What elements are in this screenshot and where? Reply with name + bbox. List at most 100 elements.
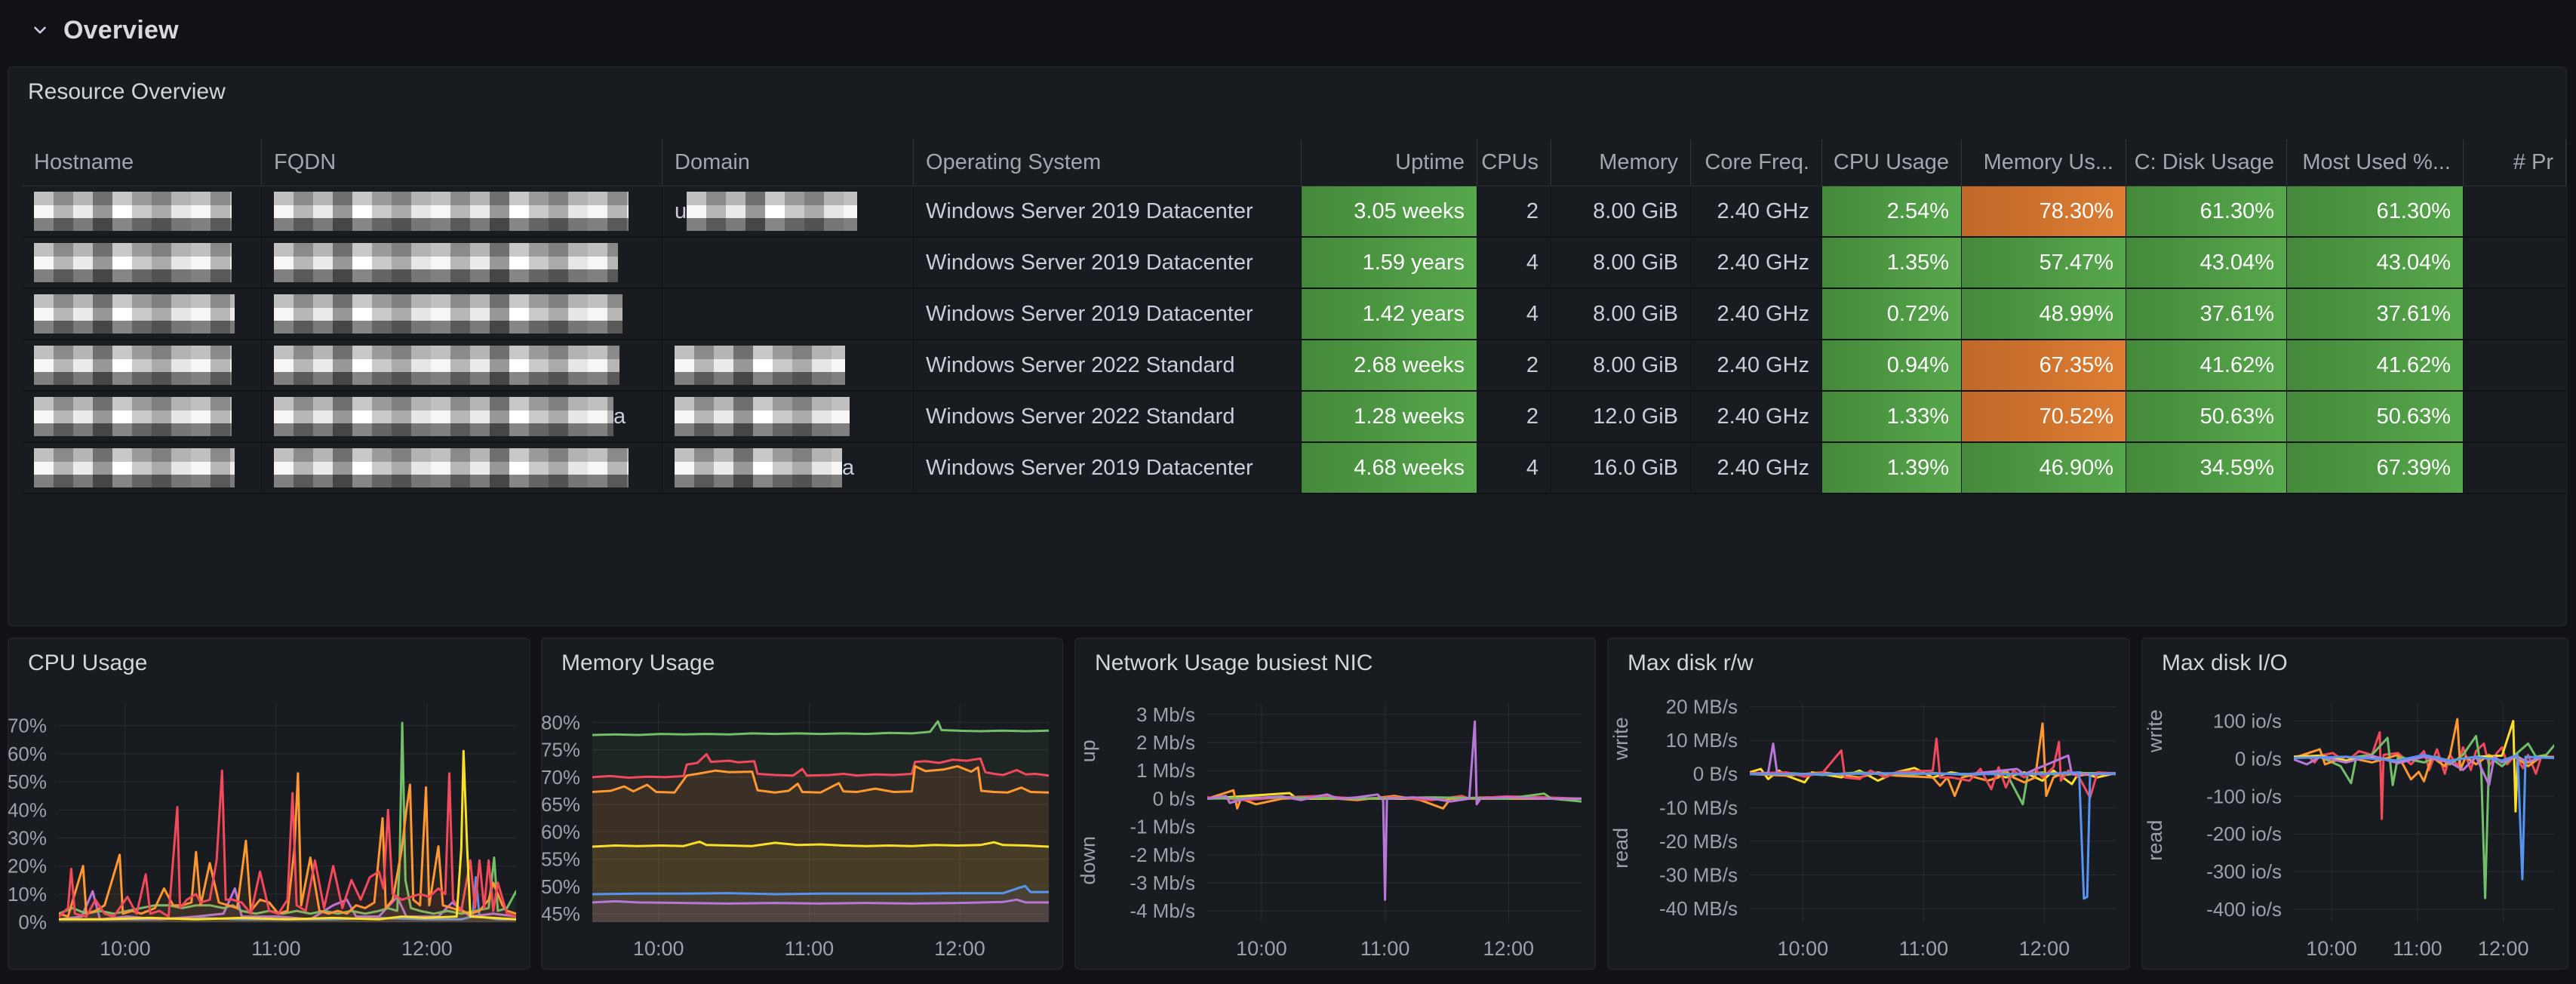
most-used-cell: 50.63% (2287, 392, 2464, 443)
panel-title[interactable]: Memory Usage (561, 650, 715, 675)
svg-text:-200 io/s: -200 io/s (2206, 823, 2282, 845)
col-header-fqdn[interactable]: FQDN (262, 140, 662, 186)
max-disk-io-chart[interactable]: 100 io/s 0 io/s -100 io/s -200 io/s -300 io/… (2142, 682, 2568, 966)
cpus-cell: 4 (1477, 289, 1551, 340)
cpu-usage-cell: 0.94% (1822, 340, 1962, 392)
table-header-row: Hostname FQDN Domain Operating System Up… (22, 140, 2566, 186)
svg-text:2 Mb/s: 2 Mb/s (1136, 731, 1195, 754)
col-header-uptime[interactable]: Uptime (1302, 140, 1477, 186)
os-cell: Windows Server 2019 Datacenter (914, 443, 1302, 494)
c-disk-usage-cell: 37.61% (2126, 289, 2287, 340)
os-cell: Windows Server 2019 Datacenter (914, 186, 1302, 238)
max-disk-rw-chart[interactable]: 20 MB/s 10 MB/s 0 B/s -10 MB/s -20 MB/s -30 M… (1608, 682, 2129, 966)
c-disk-usage-cell: 34.59% (2126, 443, 2287, 494)
uptime-cell: 3.05 weeks (1302, 186, 1477, 238)
memory-cell: 8.00 GiB (1551, 186, 1691, 238)
svg-text:10:00: 10:00 (1236, 937, 1287, 960)
svg-text:-100 io/s: -100 io/s (2206, 785, 2282, 807)
c-disk-usage-cell: 50.63% (2126, 392, 2287, 443)
core-freq-cell: 2.40 GHz (1691, 392, 1822, 443)
svg-text:11:00: 11:00 (251, 937, 301, 960)
panel-title[interactable]: Max disk r/w (1628, 650, 1754, 675)
svg-text:50%: 50% (542, 875, 580, 898)
fqdn-cell (262, 289, 662, 340)
panel-title[interactable]: CPU Usage (28, 650, 148, 675)
col-header-hostname[interactable]: Hostname (22, 140, 262, 186)
memory-cell: 12.0 GiB (1551, 392, 1691, 443)
col-header-memory[interactable]: Memory (1551, 140, 1691, 186)
svg-text:20 MB/s: 20 MB/s (1666, 695, 1738, 718)
cpu-usage-chart[interactable]: 70% 60% 50% 40% 30% 20% 10% 0% 10:00 11:00 12:00 (8, 682, 530, 966)
redacted-hostname (34, 243, 232, 282)
panel-title[interactable]: Resource Overview (28, 79, 226, 104)
table-row: u Windows Server 2019 Datacenter 3.05 week… (22, 186, 2566, 238)
svg-text:-4 Mb/s: -4 Mb/s (1130, 899, 1195, 922)
svg-text:10:00: 10:00 (633, 937, 684, 960)
core-freq-cell: 2.40 GHz (1691, 186, 1822, 238)
memory-usage-cell: 48.99% (1962, 289, 2126, 340)
svg-text:10:00: 10:00 (1778, 937, 1829, 960)
most-used-cell: 37.61% (2287, 289, 2464, 340)
cpu-usage-cell: 1.35% (1822, 238, 1962, 289)
col-header-processes[interactable]: # Pr (2464, 140, 2566, 186)
col-header-domain[interactable]: Domain (662, 140, 914, 186)
svg-text:20%: 20% (8, 855, 47, 878)
col-header-cpu-usage[interactable]: CPU Usage (1822, 140, 1962, 186)
table-row: a Windows Server 2019 Datacenter 4.68 week… (22, 443, 2566, 494)
table-body: u Windows Server 2019 Datacenter 3.05 week… (22, 186, 2566, 494)
memory-usage-chart[interactable]: 80% 75% 70% 65% 60% 55% 50% 45% 10:00 11:00 12:00 (542, 682, 1062, 966)
svg-text:12:00: 12:00 (934, 937, 985, 960)
redacted-hostname (34, 294, 235, 334)
col-header-most-used[interactable]: Most Used %... (2287, 140, 2464, 186)
fqdn-cell (262, 238, 662, 289)
cpus-cell: 2 (1477, 392, 1551, 443)
fqdn-cell: a (262, 392, 662, 443)
processes-cell (2464, 238, 2566, 289)
svg-text:80%: 80% (542, 711, 580, 733)
network-usage-panel: Network Usage busiest NIC 3 Mb/s 2 Mb/s 1 … (1074, 638, 1596, 970)
network-usage-chart[interactable]: 3 Mb/s 2 Mb/s 1 Mb/s 0 b/s -1 Mb/s -2 Mb/s -3 … (1075, 682, 1595, 966)
svg-text:11:00: 11:00 (1899, 937, 1949, 960)
table-row: Windows Server 2019 Datacenter 1.42 years… (22, 289, 2566, 340)
col-header-memory-usage[interactable]: Memory Us... (1962, 140, 2126, 186)
panel-title[interactable]: Network Usage busiest NIC (1095, 650, 1373, 675)
svg-text:0 B/s: 0 B/s (1693, 763, 1738, 786)
memory-usage-panel: Memory Usage 80% 75% 70% 65% 60% 55% 50% 45% 10:… (541, 638, 1063, 970)
chevron-down-icon[interactable] (29, 19, 51, 42)
core-freq-cell: 2.40 GHz (1691, 238, 1822, 289)
cpu-usage-cell: 1.39% (1822, 443, 1962, 494)
svg-text:10 MB/s: 10 MB/s (1666, 729, 1738, 752)
memory-cell: 8.00 GiB (1551, 289, 1691, 340)
redacted-domain (687, 192, 858, 231)
svg-text:55%: 55% (542, 848, 580, 871)
svg-text:70%: 70% (8, 715, 47, 737)
svg-text:-30 MB/s: -30 MB/s (1659, 864, 1738, 887)
panel-title[interactable]: Max disk I/O (2162, 650, 2288, 675)
memory-usage-cell: 46.90% (1962, 443, 2126, 494)
c-disk-usage-cell: 43.04% (2126, 238, 2287, 289)
col-header-cpus[interactable]: CPUs (1477, 140, 1551, 186)
col-header-core-freq[interactable]: Core Freq. (1691, 140, 1822, 186)
uptime-cell: 2.68 weeks (1302, 340, 1477, 392)
svg-text:0 b/s: 0 b/s (1153, 787, 1195, 810)
redacted-fqdn (274, 346, 619, 385)
svg-text:100 io/s: 100 io/s (2213, 709, 2282, 732)
section-header-overview[interactable]: Overview (0, 0, 2576, 60)
redacted-fqdn (274, 294, 622, 334)
svg-text:-400 io/s: -400 io/s (2206, 898, 2282, 921)
col-header-c-disk-usage[interactable]: C: Disk Usage (2126, 140, 2287, 186)
svg-text:3 Mb/s: 3 Mb/s (1136, 703, 1195, 726)
svg-text:75%: 75% (542, 739, 580, 761)
cpu-usage-cell: 0.72% (1822, 289, 1962, 340)
svg-text:write: write (1609, 717, 1632, 761)
fqdn-cell (262, 340, 662, 392)
svg-text:1 Mb/s: 1 Mb/s (1136, 759, 1195, 782)
cpu-usage-panel: CPU Usage 70% 60% 50% 40% 30% 20% 10% 0% 10:00 11… (8, 638, 530, 970)
svg-text:12:00: 12:00 (2478, 937, 2529, 960)
redacted-hostname (34, 192, 232, 231)
col-header-os[interactable]: Operating System (914, 140, 1302, 186)
domain-cell (662, 289, 914, 340)
uptime-cell: 1.28 weeks (1302, 392, 1477, 443)
redacted-fqdn (274, 448, 629, 487)
